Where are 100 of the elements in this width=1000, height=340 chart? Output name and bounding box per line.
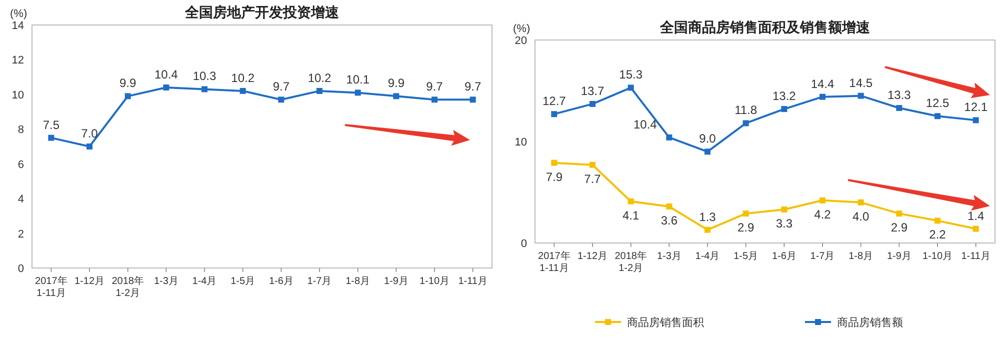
data-label: 1.4 [967, 208, 984, 223]
data-label: 13.7 [580, 84, 604, 98]
x-tick-label: 1-3月 [656, 251, 682, 262]
x-tick-label: 1-12月 [577, 251, 608, 262]
data-label: 12.5 [926, 96, 950, 110]
point [896, 105, 902, 112]
point [124, 93, 131, 100]
point [316, 88, 322, 94]
data-label: 9.7 [464, 80, 482, 94]
point [163, 84, 170, 90]
data-label: 7.9 [546, 170, 563, 184]
data-label: 4.1 [622, 208, 640, 222]
x-tick-label: 1-8月 [346, 276, 370, 287]
chart-title: 全国商品房销售面积及销售额增速 [659, 19, 871, 35]
point [972, 117, 979, 124]
data-label: 11.8 [734, 103, 758, 118]
point [240, 88, 246, 94]
y-tick-label: 10 [12, 89, 24, 102]
data-label: 9.7 [272, 80, 290, 94]
point [858, 199, 864, 206]
data-label: 9.9 [119, 76, 136, 90]
point [972, 226, 979, 232]
x-tick-label: 1-10月 [922, 251, 953, 262]
point [551, 111, 558, 118]
point [354, 90, 361, 96]
x-tick-label: 2018年 1-2月 [614, 250, 647, 274]
data-label: 10.2 [308, 70, 332, 85]
data-label: 2.9 [737, 220, 754, 235]
data-label: 13.3 [887, 88, 912, 102]
point [628, 198, 634, 204]
data-label: 13.2 [772, 89, 796, 104]
x-tick-label: 1-10月 [419, 276, 450, 287]
data-label: 12.1 [964, 100, 988, 114]
x-tick-label: 1-4月 [695, 251, 720, 262]
point [628, 84, 634, 91]
point [590, 162, 596, 168]
legend-label: 商品房销售面积 [627, 316, 704, 329]
data-label: 4.0 [852, 209, 870, 224]
data-label: 9.7 [426, 80, 444, 94]
x-tick-label: 1-6月 [772, 251, 796, 262]
x-tick-label: 1-11月 [961, 251, 990, 262]
legend-label: 商品房销售额 [837, 316, 903, 329]
x-tick-label: 1-9月 [886, 251, 912, 262]
data-label: 12.7 [542, 94, 566, 108]
data-label: 4.2 [814, 207, 832, 222]
y-tick-label: 4 [18, 194, 24, 206]
y-tick-label: 8 [18, 124, 24, 136]
point [742, 120, 749, 126]
data-label: 10.4 [633, 117, 658, 132]
point [858, 92, 864, 99]
x-tick-label: 1-5月 [734, 251, 758, 262]
data-label: 10.4 [154, 67, 178, 82]
data-label: 10.1 [346, 72, 370, 87]
x-tick-label: 1-3月 [154, 276, 178, 287]
x-tick-label: 1-9月 [384, 276, 408, 287]
x-tick-label: 2017年 1-11月 [538, 250, 570, 274]
point [551, 160, 558, 166]
point [820, 94, 826, 100]
y-tick-label: 12 [12, 54, 24, 67]
point [666, 134, 672, 140]
point [742, 210, 749, 217]
x-tick-label: 2017年 1-11月 [35, 275, 68, 299]
point [470, 96, 476, 103]
y-tick-label: 0 [18, 263, 24, 275]
y-tick-label: 6 [18, 158, 24, 171]
data-label: 3.3 [776, 216, 793, 231]
point [781, 106, 788, 112]
point [278, 96, 284, 103]
chart-title: 全国房地产开发投资增速 [184, 4, 340, 20]
point [86, 144, 92, 150]
data-label: 14.4 [810, 76, 834, 91]
y-axis-title: (%) [10, 8, 28, 20]
y-tick-label: 0 [520, 238, 527, 250]
point [896, 210, 902, 217]
point [934, 218, 940, 224]
x-tick-label: 1-8月 [848, 251, 874, 262]
x-tick-label: 1-7月 [810, 251, 835, 262]
point [393, 93, 400, 100]
point [432, 96, 438, 103]
point [781, 206, 788, 213]
data-label: 15.3 [619, 68, 643, 82]
x-tick-label: 2018年 1-2月 [112, 275, 144, 299]
point [48, 134, 54, 141]
x-tick-label: 1-4月 [192, 276, 217, 287]
y-tick-label: 20 [514, 35, 527, 47]
point [704, 148, 710, 155]
data-label: 10.2 [231, 70, 255, 85]
data-label: 7.5 [42, 118, 60, 132]
y-tick-label: 2 [18, 228, 24, 240]
point [704, 226, 710, 233]
data-label: 7.7 [584, 172, 602, 186]
data-label: 14.5 [849, 76, 873, 90]
point [820, 197, 826, 204]
y-axis-title: (%) [513, 23, 530, 35]
x-tick-label: 1-12月 [74, 276, 105, 287]
x-tick-label: 1-7月 [307, 276, 332, 287]
data-label: 9.0 [699, 132, 716, 146]
point [202, 86, 208, 92]
data-label: 10.3 [192, 69, 216, 84]
y-tick-label: 10 [514, 136, 527, 148]
